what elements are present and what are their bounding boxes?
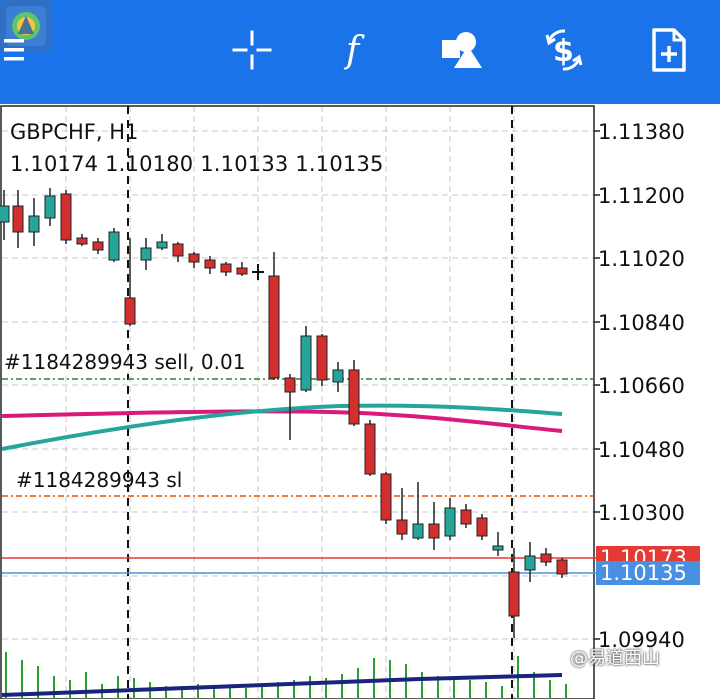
menu-icon[interactable] xyxy=(0,22,30,78)
price-tick: 1.11020 xyxy=(598,247,685,271)
ask-price-tag: 1.10135 xyxy=(596,561,700,585)
candle-bullish xyxy=(44,195,56,219)
candle-bearish xyxy=(268,275,280,379)
candle-bearish xyxy=(172,243,184,257)
candlesticks xyxy=(0,188,568,638)
candle-bullish xyxy=(156,241,168,249)
candle-bearish xyxy=(204,259,216,269)
trade-icon[interactable]: $ xyxy=(536,22,592,78)
candle-bearish xyxy=(76,237,88,245)
volume-moving-average xyxy=(1,673,563,697)
price-tick: 1.11380 xyxy=(598,120,685,144)
candle-bearish xyxy=(540,553,552,563)
price-tick: 1.10480 xyxy=(598,438,685,462)
ohlc-values: 1.10174 1.10180 1.10133 1.10135 xyxy=(10,152,384,176)
candle-bearish xyxy=(396,519,408,535)
price-tick: 1.11200 xyxy=(598,184,685,208)
candle-bearish xyxy=(284,377,296,393)
moving-average-slow xyxy=(1,403,563,451)
objects-icon[interactable] xyxy=(432,22,488,78)
candle-bearish xyxy=(460,509,472,525)
candle-bearish xyxy=(188,253,200,263)
top-toolbar: f $ xyxy=(0,0,720,104)
candle-bearish xyxy=(60,193,72,241)
price-chart[interactable] xyxy=(0,104,720,699)
candle-bearish xyxy=(364,423,376,475)
crosshair-icon[interactable] xyxy=(224,22,280,78)
indicators-icon[interactable]: f xyxy=(328,22,384,78)
candle-bearish xyxy=(220,263,232,273)
stoploss-label[interactable]: #1184289943 sl xyxy=(16,468,183,492)
watermark: @易道西山 xyxy=(570,648,660,669)
candle-bearish xyxy=(92,241,104,251)
chart-markers xyxy=(252,264,264,280)
candle-bullish xyxy=(28,215,40,233)
candle-bullish xyxy=(332,369,344,383)
price-tick: 1.10840 xyxy=(598,311,685,335)
chart-grid xyxy=(0,105,600,699)
candle-bearish xyxy=(556,559,568,575)
chart-lines xyxy=(1,106,600,699)
candle-bearish xyxy=(348,369,360,425)
candle-bearish xyxy=(12,205,24,233)
moving-average-fast xyxy=(1,409,563,433)
candle-bullish xyxy=(492,545,504,551)
new-order-icon[interactable] xyxy=(640,22,696,78)
price-tick: 1.09940 xyxy=(598,628,685,652)
candle-bearish xyxy=(124,297,136,325)
price-tick: 1.10660 xyxy=(598,374,685,398)
candle-bearish xyxy=(380,473,392,521)
candle-bullish xyxy=(524,555,536,571)
price-tick: 1.10300 xyxy=(598,501,685,525)
order-label[interactable]: #1184289943 sell, 0.01 xyxy=(4,350,246,374)
candle-bullish xyxy=(140,247,152,261)
svg-text:f: f xyxy=(343,30,365,71)
candle-bullish xyxy=(444,507,456,537)
app-logo[interactable] xyxy=(0,0,52,52)
candle-bearish xyxy=(508,571,520,617)
svg-text:$: $ xyxy=(553,34,574,69)
candle-bearish xyxy=(476,517,488,537)
volume-bars xyxy=(1,652,567,699)
candle-bullish xyxy=(412,523,424,539)
candle-bullish xyxy=(300,335,312,391)
candle-bearish xyxy=(428,523,440,539)
candle-bullish xyxy=(108,231,120,261)
candle-bullish xyxy=(0,205,10,223)
symbol-timeframe: GBPCHF, H1 xyxy=(10,120,139,144)
candle-bearish xyxy=(316,335,328,381)
candle-bearish xyxy=(236,267,248,275)
chart-frame xyxy=(0,105,595,699)
